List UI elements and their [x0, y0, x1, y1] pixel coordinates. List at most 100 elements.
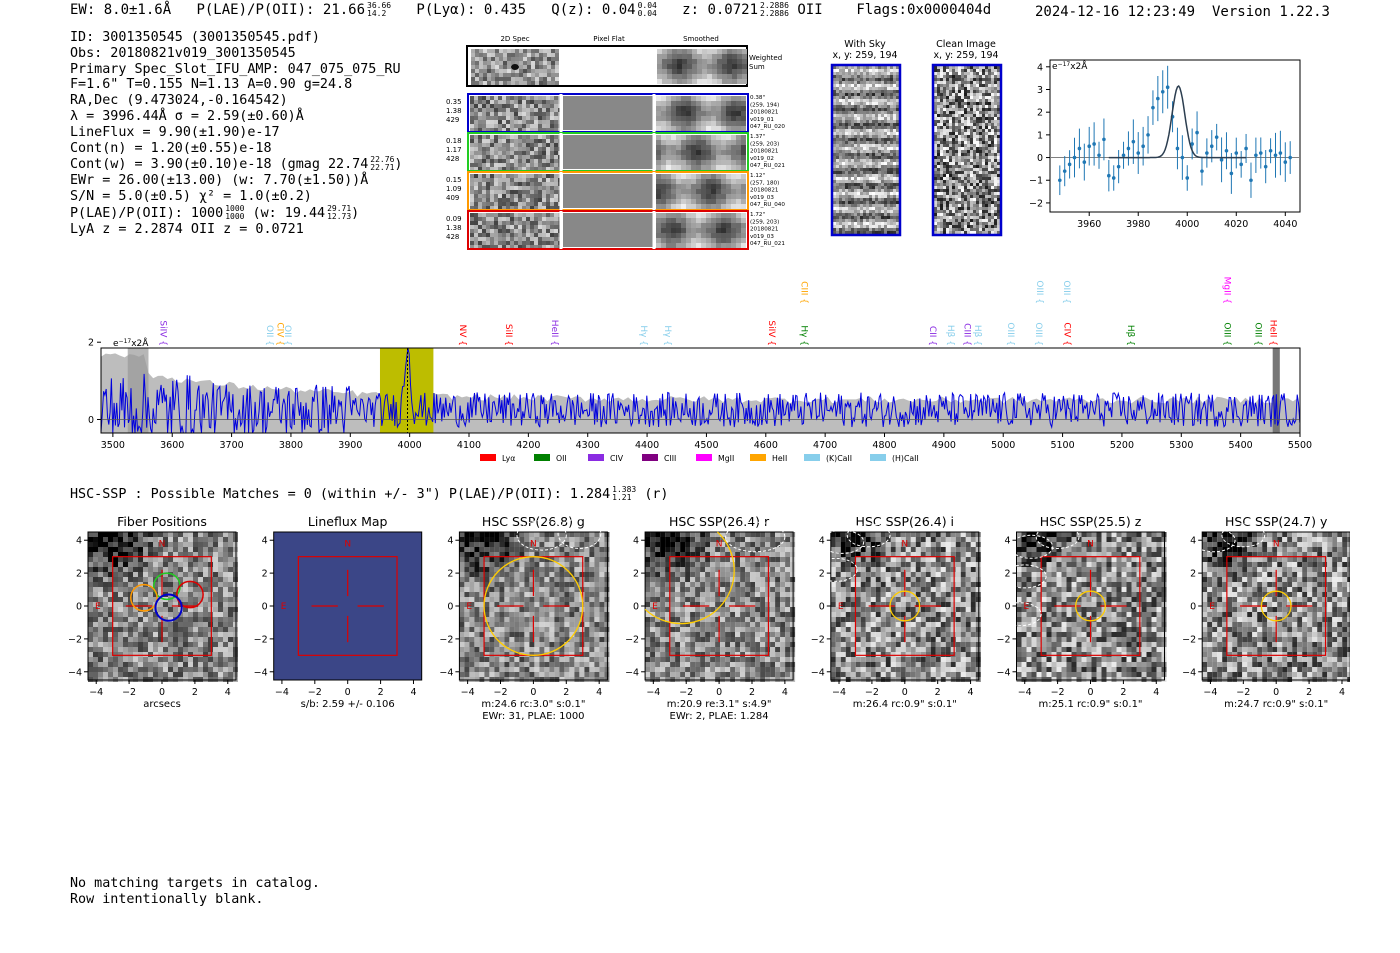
pixel: [706, 101, 711, 106]
clean-pixel: [958, 135, 961, 138]
hsc-pixel: [168, 542, 173, 547]
pixel: [478, 159, 482, 163]
pixel: [727, 49, 732, 54]
sky-pixel: [842, 195, 845, 198]
sky-pixel: [887, 105, 890, 108]
sky-pixel: [872, 216, 875, 219]
sky-pixel: [887, 228, 890, 231]
clean-pixel: [955, 174, 958, 177]
sky-pixel: [884, 171, 887, 174]
sky-pixel: [875, 171, 878, 174]
pixel: [494, 190, 498, 194]
pixel: [554, 217, 558, 221]
row-meta: v019_03: [750, 234, 774, 240]
pixel: [518, 198, 522, 202]
pixel: [506, 151, 510, 155]
pixel: [741, 106, 746, 111]
sky-pixel: [857, 129, 860, 132]
clean-pixel: [997, 180, 1000, 183]
hsc-pixel: [108, 557, 113, 562]
pixel: [696, 228, 701, 233]
clean-pixel: [964, 222, 967, 225]
clean-pixel: [943, 126, 946, 129]
clean-pixel: [964, 204, 967, 207]
pixel: [498, 163, 502, 167]
sky-pixel: [884, 141, 887, 144]
sky-pixel: [860, 144, 863, 147]
hsc-pixel: [158, 547, 163, 552]
pixel: [671, 150, 676, 155]
pixel: [662, 69, 667, 74]
sky-pixel: [854, 165, 857, 168]
clean-pixel: [976, 171, 979, 174]
sky-pixel: [881, 177, 884, 180]
pixel: [522, 198, 526, 202]
pixel: [676, 189, 681, 194]
pixel: [482, 178, 486, 182]
pixel: [522, 104, 526, 108]
pixel: [494, 194, 498, 198]
clean-pixel: [955, 168, 958, 171]
clean-pixel: [985, 165, 988, 168]
clean-pixel: [949, 189, 952, 192]
pixel: [671, 160, 676, 165]
clean-pixel: [961, 183, 964, 186]
pixel: [722, 64, 727, 69]
pixel: [478, 221, 482, 225]
clean-pixel: [970, 207, 973, 210]
pixel: [478, 151, 482, 155]
sky-pixel: [872, 129, 875, 132]
spectral-line-marker: OII {: [282, 325, 292, 346]
pixel: [515, 49, 519, 53]
sky-pixel: [836, 123, 839, 126]
pixel: [736, 233, 741, 238]
row-2d-spec: [470, 96, 562, 132]
sky-pixel: [893, 102, 896, 105]
pixel: [676, 233, 681, 238]
pixel: [550, 229, 554, 233]
pixel: [546, 135, 550, 139]
fit-point: [1254, 153, 1258, 158]
hsc-pixel: [113, 552, 118, 557]
hsc-pixel: [138, 562, 143, 567]
pixel: [474, 213, 478, 217]
pixel: [546, 108, 550, 112]
sky-pixel: [866, 72, 869, 75]
sky-pixel: [896, 204, 899, 207]
pixel: [543, 49, 547, 53]
hsc-pixel: [93, 597, 98, 602]
clean-pixel: [955, 183, 958, 186]
sky-pixel: [881, 222, 884, 225]
sky-pixel: [839, 171, 842, 174]
hsc-pixel: [228, 552, 233, 557]
sky-pixel: [860, 147, 863, 150]
sky-pixel: [833, 150, 836, 153]
sky-pixel: [893, 186, 896, 189]
pixel: [701, 243, 706, 248]
pixel: [550, 194, 554, 198]
clean-pixel: [967, 72, 970, 75]
fit-point: [1136, 151, 1141, 155]
clean-pixel: [937, 228, 940, 231]
pixel: [498, 143, 502, 147]
hsc-pixel: [188, 577, 193, 582]
pixel: [518, 96, 522, 100]
sky-pixel: [857, 174, 860, 177]
hsc-pixel: [173, 532, 178, 537]
pixel: [479, 49, 483, 53]
sky-pixel: [833, 81, 836, 84]
pixel: [716, 218, 721, 223]
pixel: [482, 198, 486, 202]
hsc-pixel: [213, 552, 218, 557]
sky-pixel: [836, 195, 839, 198]
sky-pixel: [860, 228, 863, 231]
pixel: [495, 69, 499, 73]
sky-pixel: [851, 69, 854, 72]
clean-pixel: [955, 210, 958, 213]
pixel: [550, 163, 554, 167]
pixel: [696, 101, 701, 106]
pixel: [507, 81, 511, 85]
sky-pixel: [863, 219, 866, 222]
hsc-pixel: [218, 607, 223, 612]
